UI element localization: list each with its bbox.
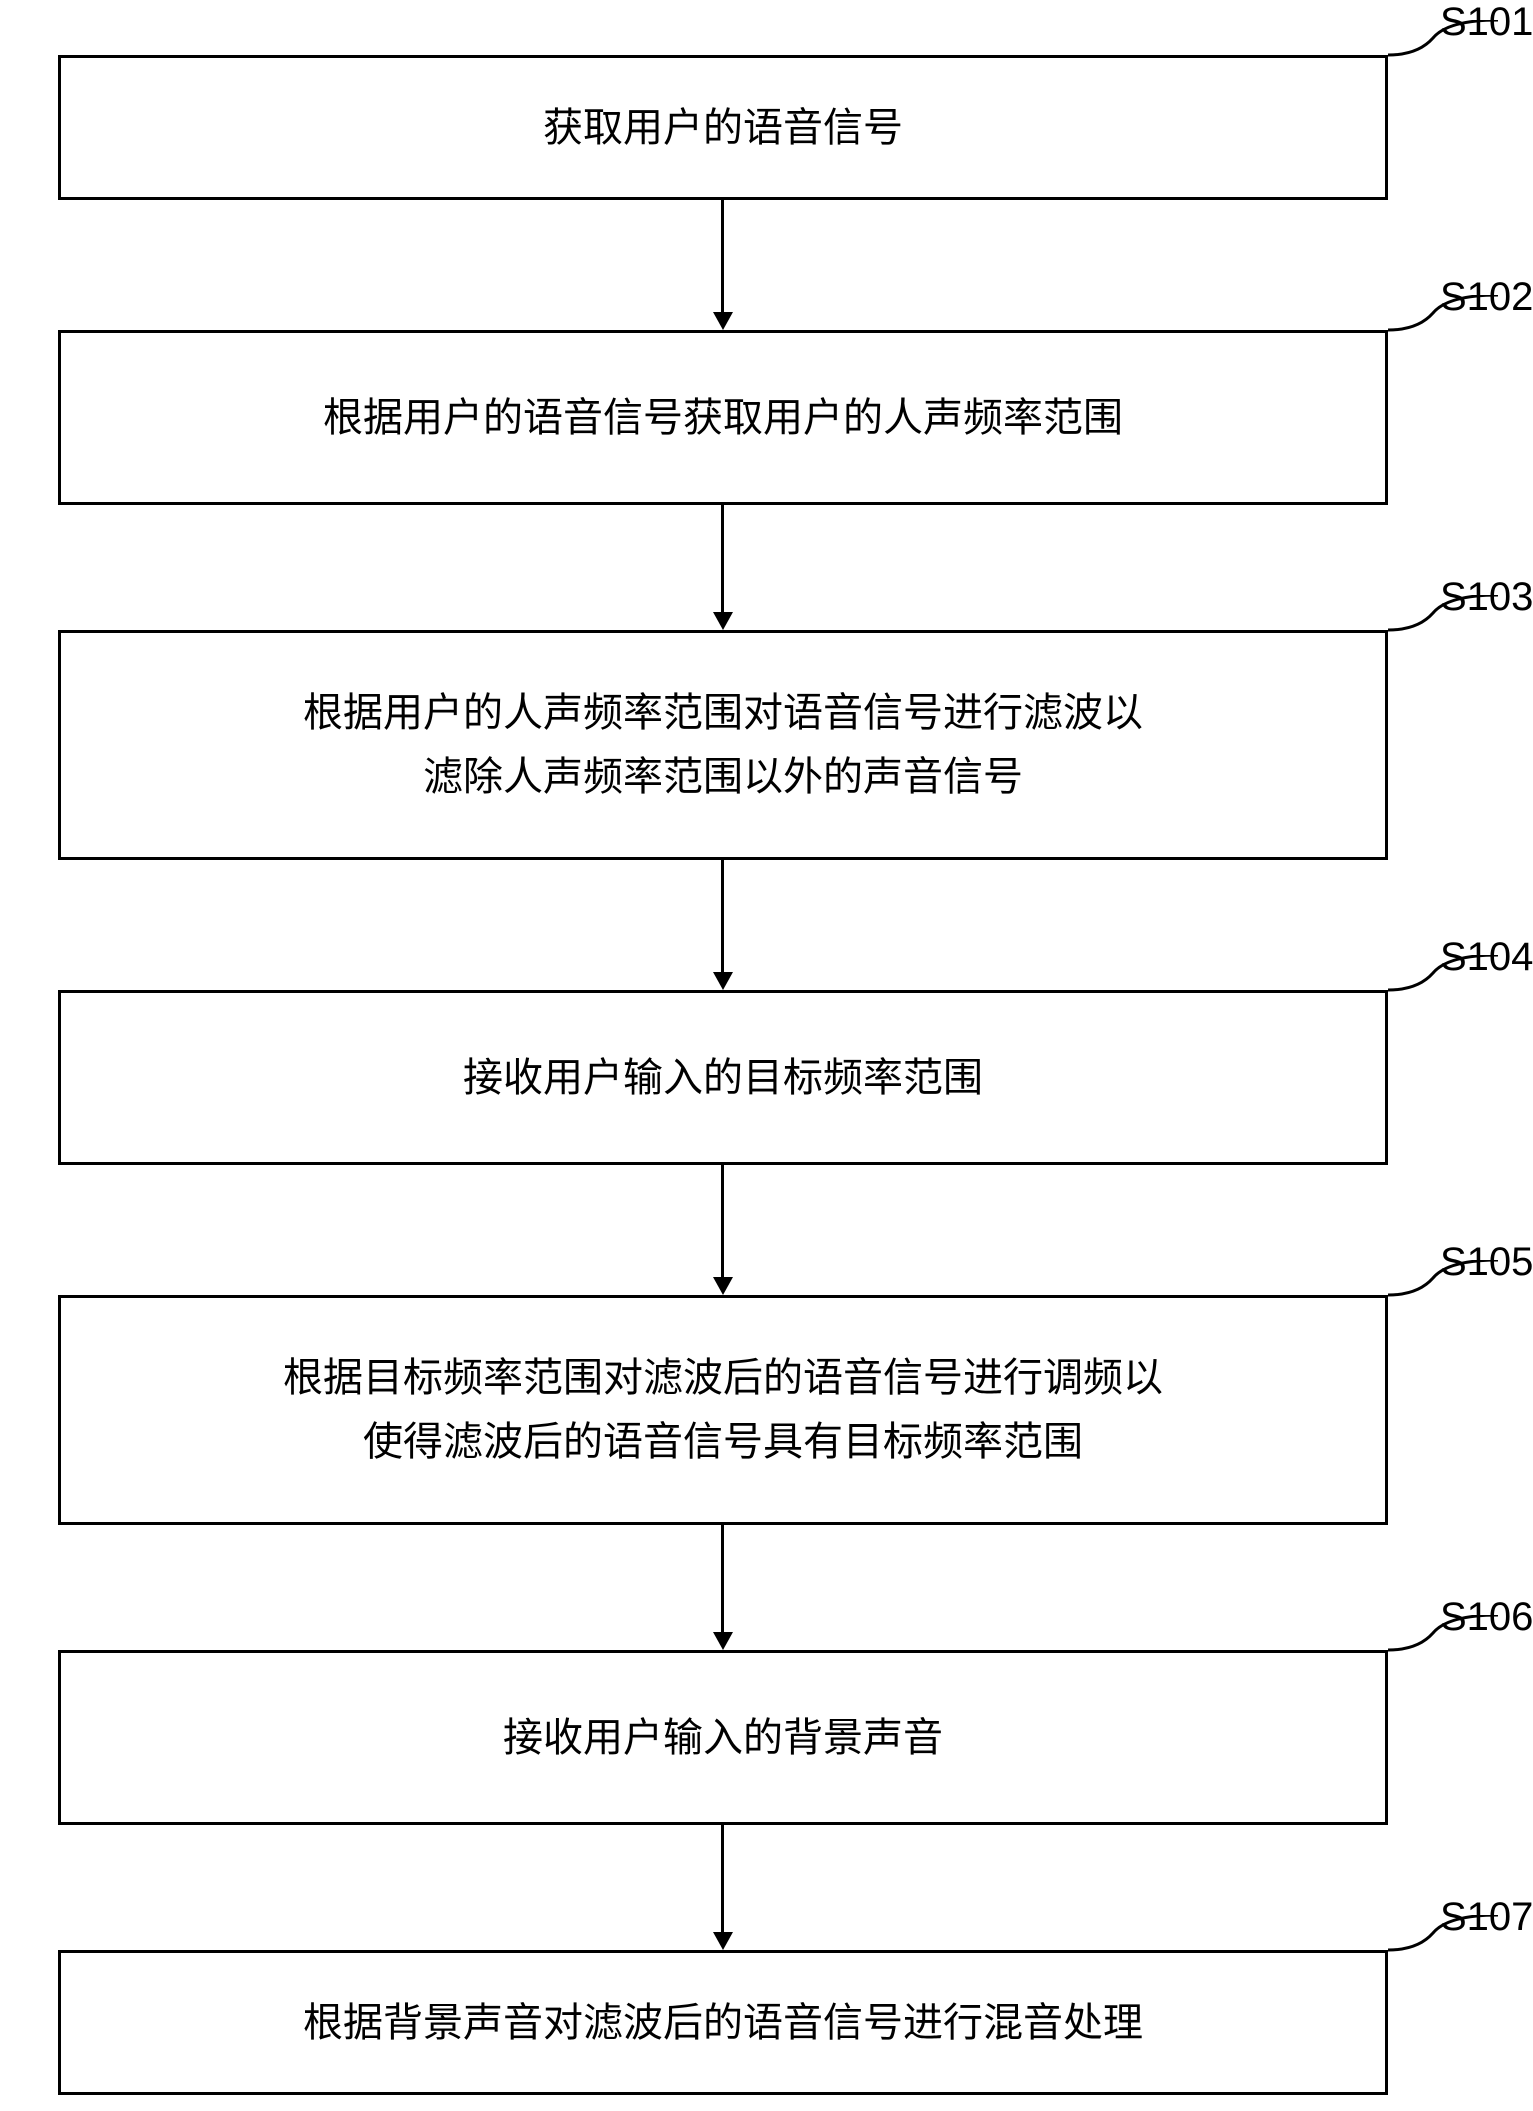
- flow-step-text: 根据用户的语音信号获取用户的人声频率范围: [323, 386, 1123, 450]
- flow-step-s105: 根据目标频率范围对滤波后的语音信号进行调频以 使得滤波后的语音信号具有目标频率范…: [58, 1295, 1388, 1525]
- flow-step-s106: 接收用户输入的背景声音: [58, 1650, 1388, 1825]
- flow-step-text: 接收用户输入的目标频率范围: [463, 1046, 983, 1110]
- step-label-s106: S106: [1440, 1595, 1533, 1640]
- step-label-s105: S105: [1440, 1240, 1533, 1285]
- flow-step-s101: 获取用户的语音信号: [58, 55, 1388, 200]
- flow-step-s107: 根据背景声音对滤波后的语音信号进行混音处理: [58, 1950, 1388, 2095]
- flow-step-text: 根据用户的人声频率范围对语音信号进行滤波以 滤除人声频率范围以外的声音信号: [303, 681, 1143, 809]
- flow-step-text: 获取用户的语音信号: [543, 96, 903, 160]
- step-label-s101: S101: [1440, 0, 1533, 45]
- flow-step-s102: 根据用户的语音信号获取用户的人声频率范围: [58, 330, 1388, 505]
- flow-step-text: 根据目标频率范围对滤波后的语音信号进行调频以 使得滤波后的语音信号具有目标频率范…: [283, 1346, 1163, 1474]
- flow-step-text: 接收用户输入的背景声音: [503, 1706, 943, 1770]
- flow-step-text: 根据背景声音对滤波后的语音信号进行混音处理: [303, 1991, 1143, 2055]
- flow-step-s104: 接收用户输入的目标频率范围: [58, 990, 1388, 1165]
- flowchart-container: 获取用户的语音信号 S101 根据用户的语音信号获取用户的人声频率范围 S102…: [0, 0, 1533, 2111]
- step-label-s107: S107: [1440, 1895, 1533, 1940]
- step-label-s102: S102: [1440, 275, 1533, 320]
- flow-step-s103: 根据用户的人声频率范围对语音信号进行滤波以 滤除人声频率范围以外的声音信号: [58, 630, 1388, 860]
- step-label-s104: S104: [1440, 935, 1533, 980]
- step-label-s103: S103: [1440, 575, 1533, 620]
